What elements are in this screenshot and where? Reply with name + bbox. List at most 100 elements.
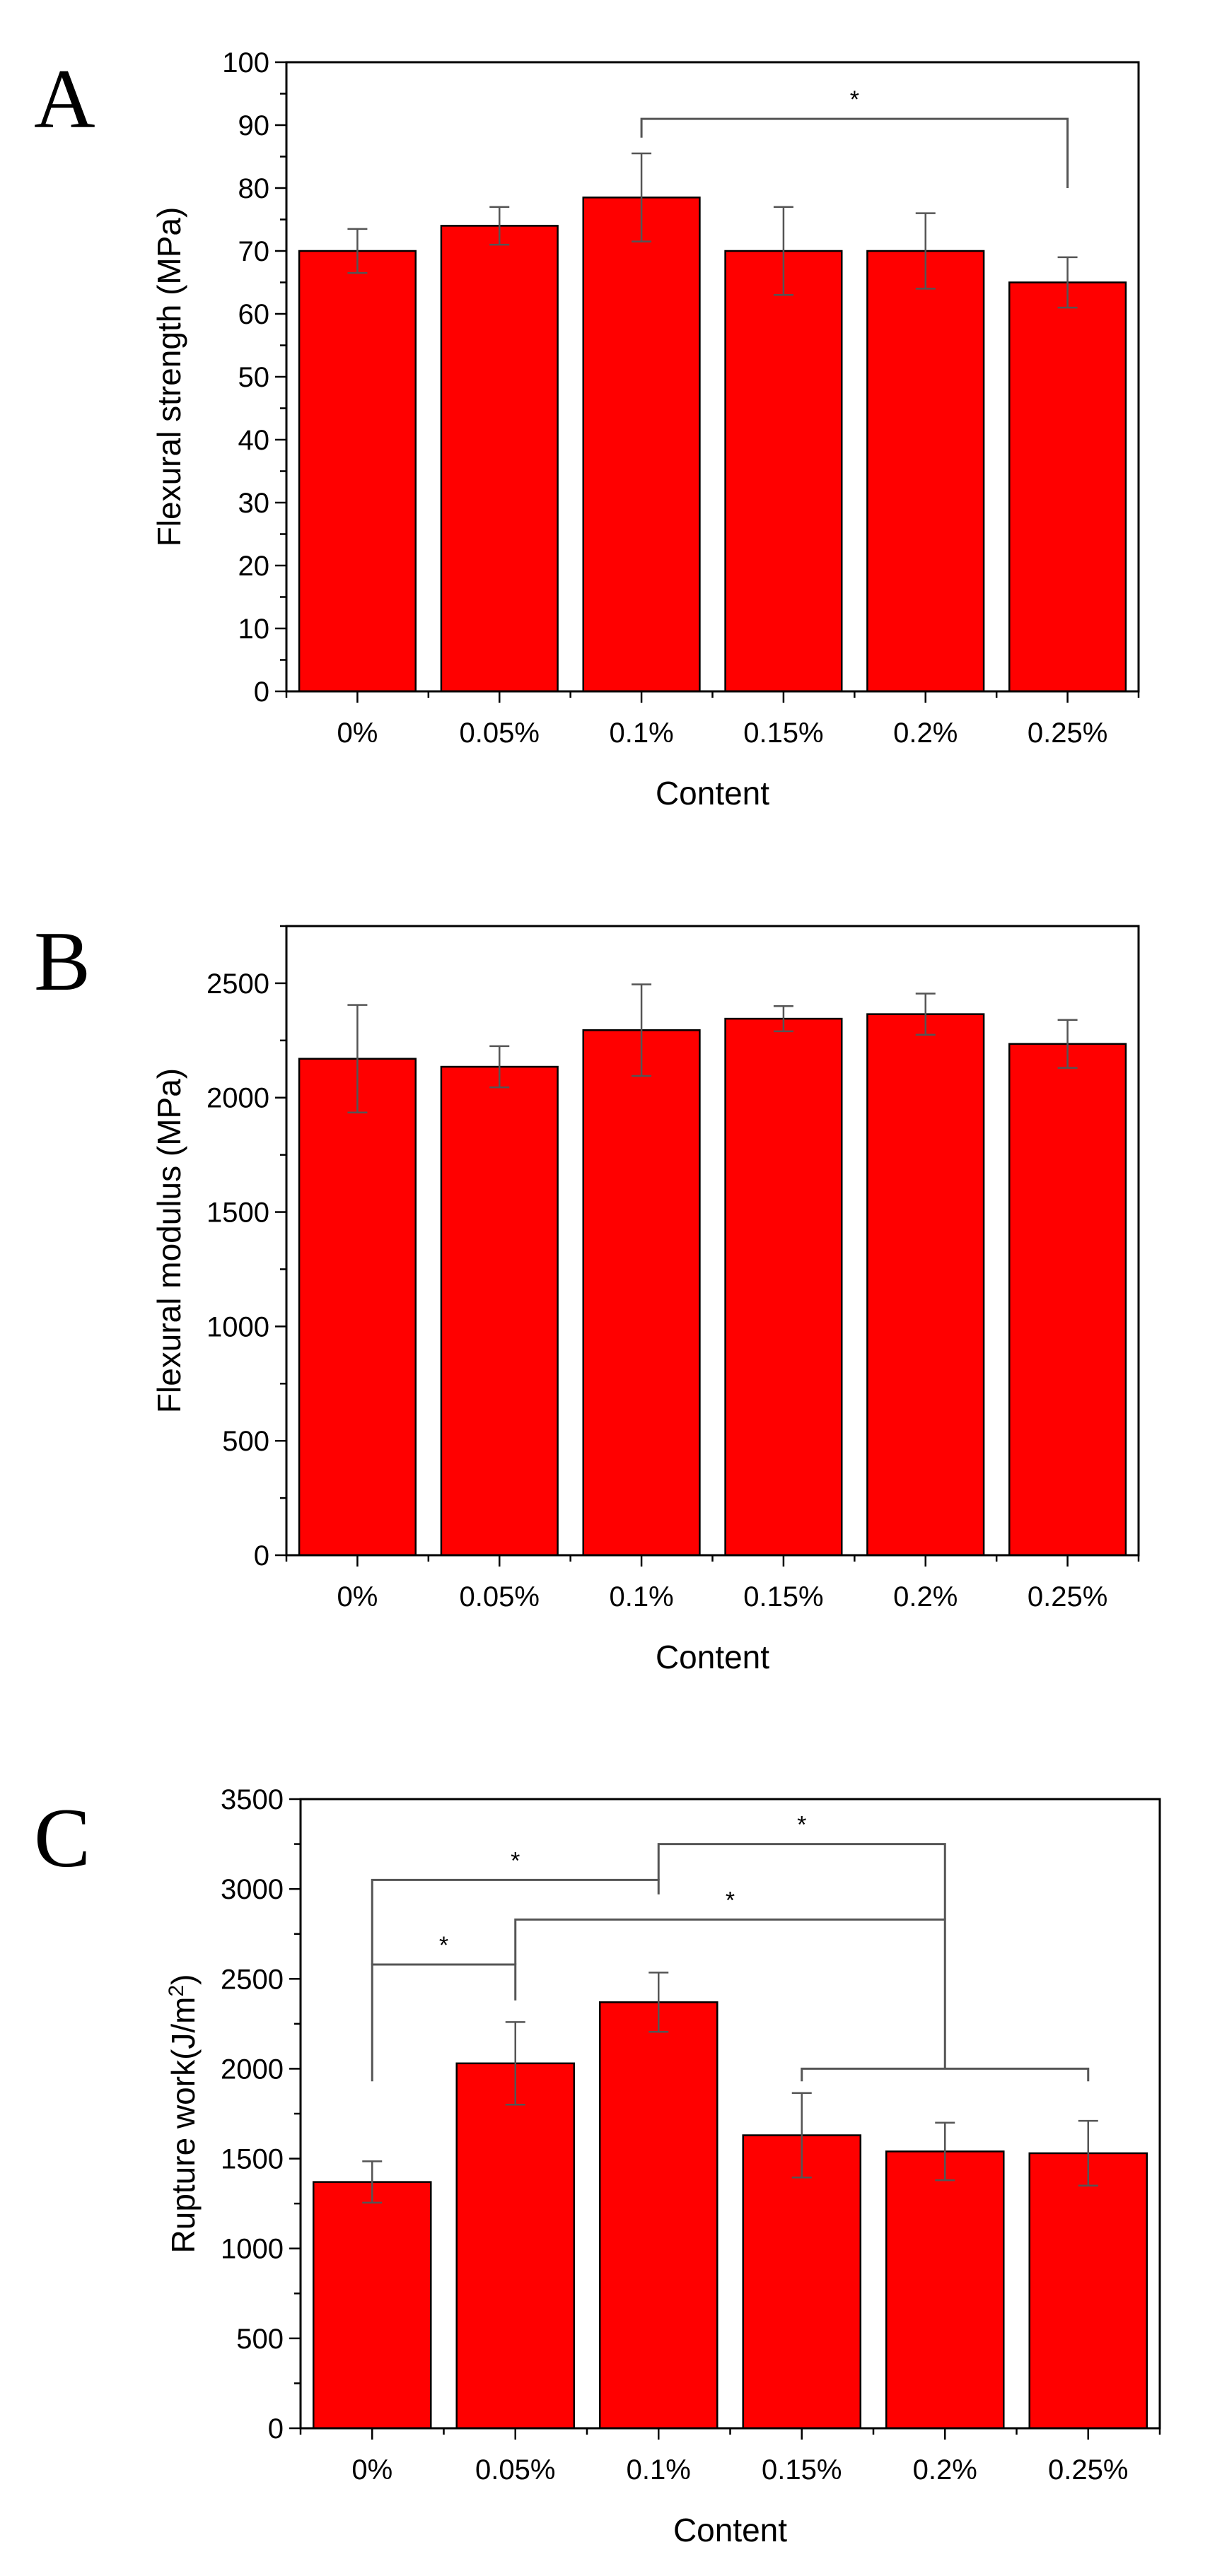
error-bar	[935, 2121, 955, 2182]
bracket-line	[514, 1918, 946, 2069]
x-tick-label: 0.1%	[627, 2454, 691, 2486]
y-tick-label: 3500	[221, 1784, 284, 1815]
y-tick-label: 1000	[206, 1311, 269, 1342]
x-tick-label: 0.15%	[743, 718, 823, 749]
significance-bracket	[801, 2067, 1090, 2082]
y-tick-label: 1500	[206, 1198, 269, 1229]
x-tick-label: 0.1%	[609, 718, 673, 749]
bar-0.05%	[440, 225, 559, 693]
chart-panel-c: C 0 500 1000 1500 2000 2500 3000 3500 0% 0.05% 0.1%…	[34, 1784, 1161, 2548]
error-bar	[489, 206, 510, 246]
x-tick-label: 0.15%	[762, 2454, 842, 2486]
error-bar	[648, 1972, 669, 2033]
bar-0.1%	[598, 2001, 719, 2430]
bracket-line	[371, 1878, 660, 1965]
x-axis-title: Content	[656, 1639, 769, 1675]
x-tick-label: 0.05%	[475, 2454, 555, 2486]
y-tick-label: 500	[236, 2324, 284, 2355]
error-bar	[915, 993, 936, 1036]
x-tick-label: 0.2%	[893, 1581, 958, 1612]
significance-bracket: *	[514, 1887, 946, 2069]
panel-letter: A	[34, 52, 95, 146]
error-bar	[791, 2092, 812, 2179]
error-bar	[632, 983, 652, 1077]
y-tick-label: 1000	[221, 2234, 284, 2265]
error-bar	[915, 212, 936, 290]
y-tick-label: 10	[238, 614, 270, 645]
y-tick-label: 30	[238, 488, 270, 519]
bar-0.05%	[455, 2062, 576, 2430]
error-bar	[1078, 2119, 1098, 2186]
significance-star: *	[850, 86, 859, 113]
x-tick-label: 0.05%	[460, 718, 540, 749]
x-tick-label: 0%	[337, 1581, 378, 1612]
significance-bracket: *	[657, 1812, 946, 1920]
y-tick-label: 2000	[221, 2054, 284, 2085]
significance-star: *	[797, 1812, 806, 1839]
bar-0.15%	[742, 2134, 862, 2430]
significance-bracket: *	[371, 1847, 660, 1965]
y-tick-label: 2500	[221, 1964, 284, 1995]
y-tick-label: 2500	[206, 968, 269, 1000]
significance-star: *	[439, 1932, 448, 1959]
bar-0.1%	[582, 197, 701, 693]
x-tick-label: 0.2%	[893, 718, 958, 749]
x-tick-label: 0%	[351, 2454, 392, 2486]
x-tick-label: 0.25%	[1028, 1581, 1107, 1612]
y-tick-label: 0	[268, 2413, 284, 2445]
chart-panel-b: B 0 500 1000 1500 2000 2500 0% 0.05% 0.1% 0.15% 0.2…	[34, 914, 1140, 1675]
y-tick-label: 20	[238, 551, 270, 582]
y-tick-label: 40	[238, 425, 270, 456]
y-tick-label: 0	[254, 1540, 269, 1571]
y-tick-label: 0	[254, 677, 269, 708]
x-axis-title: Content	[656, 775, 769, 812]
error-bar	[1057, 256, 1078, 309]
error-bar	[347, 228, 368, 274]
error-bar	[505, 2021, 525, 2106]
significance-star: *	[726, 1887, 735, 1914]
error-bar	[773, 206, 793, 296]
x-tick-label: 0.15%	[743, 1581, 823, 1612]
panel-letter: C	[34, 1791, 91, 1885]
significance-bracket: *	[371, 1932, 517, 2082]
x-tick-label: 0%	[337, 718, 378, 749]
bar-0%	[298, 250, 417, 693]
y-tick-label: 500	[222, 1426, 269, 1457]
y-tick-label: 70	[238, 236, 270, 267]
y-tick-label: 2000	[206, 1083, 269, 1114]
chart-panel-a: A 0 10 20 30 40 50 60 70 80 90 100 0% 0.05% 0.1% 0.15% 0…	[34, 47, 1140, 812]
x-tick-label: 0.2%	[913, 2454, 977, 2486]
y-tick-label: 60	[238, 299, 270, 330]
y-tick-label: 90	[238, 110, 270, 141]
bar-0.2%	[866, 250, 985, 693]
x-tick-label: 0.25%	[1028, 718, 1107, 749]
bar-0.05%	[440, 1065, 559, 1557]
bar-0%	[298, 1058, 417, 1557]
error-bar	[347, 1004, 368, 1114]
y-tick-label: 50	[238, 362, 270, 393]
bar-0.25%	[1008, 1043, 1127, 1557]
y-axis-title: Flexural strength (MPa)	[151, 207, 187, 547]
significance-bracket: *	[640, 86, 1069, 188]
error-bar	[362, 2160, 383, 2204]
bar-0.25%	[1028, 2152, 1148, 2430]
error-bar	[489, 1045, 510, 1089]
panel-letter: B	[34, 914, 91, 1008]
bracket-line	[657, 1843, 946, 1920]
y-axis-title: Rupture work(J/m2)	[165, 1974, 202, 2254]
bar-0.2%	[866, 1013, 985, 1557]
x-axis-title: Content	[673, 2512, 787, 2548]
bracket-line	[371, 1963, 517, 2082]
y-tick-label: 3000	[221, 1874, 284, 1905]
y-axis-title: Flexural modulus (MPa)	[151, 1068, 187, 1413]
x-tick-label: 0.25%	[1048, 2454, 1128, 2486]
y-tick-label: 1500	[221, 2144, 284, 2175]
bar-0.25%	[1008, 281, 1127, 693]
bar-0.2%	[885, 2150, 1005, 2430]
error-bar	[632, 152, 652, 242]
error-bar	[773, 1005, 793, 1033]
bracket-line	[801, 2067, 1090, 2082]
bracket-line	[640, 117, 1069, 188]
bar-0.15%	[724, 250, 843, 693]
